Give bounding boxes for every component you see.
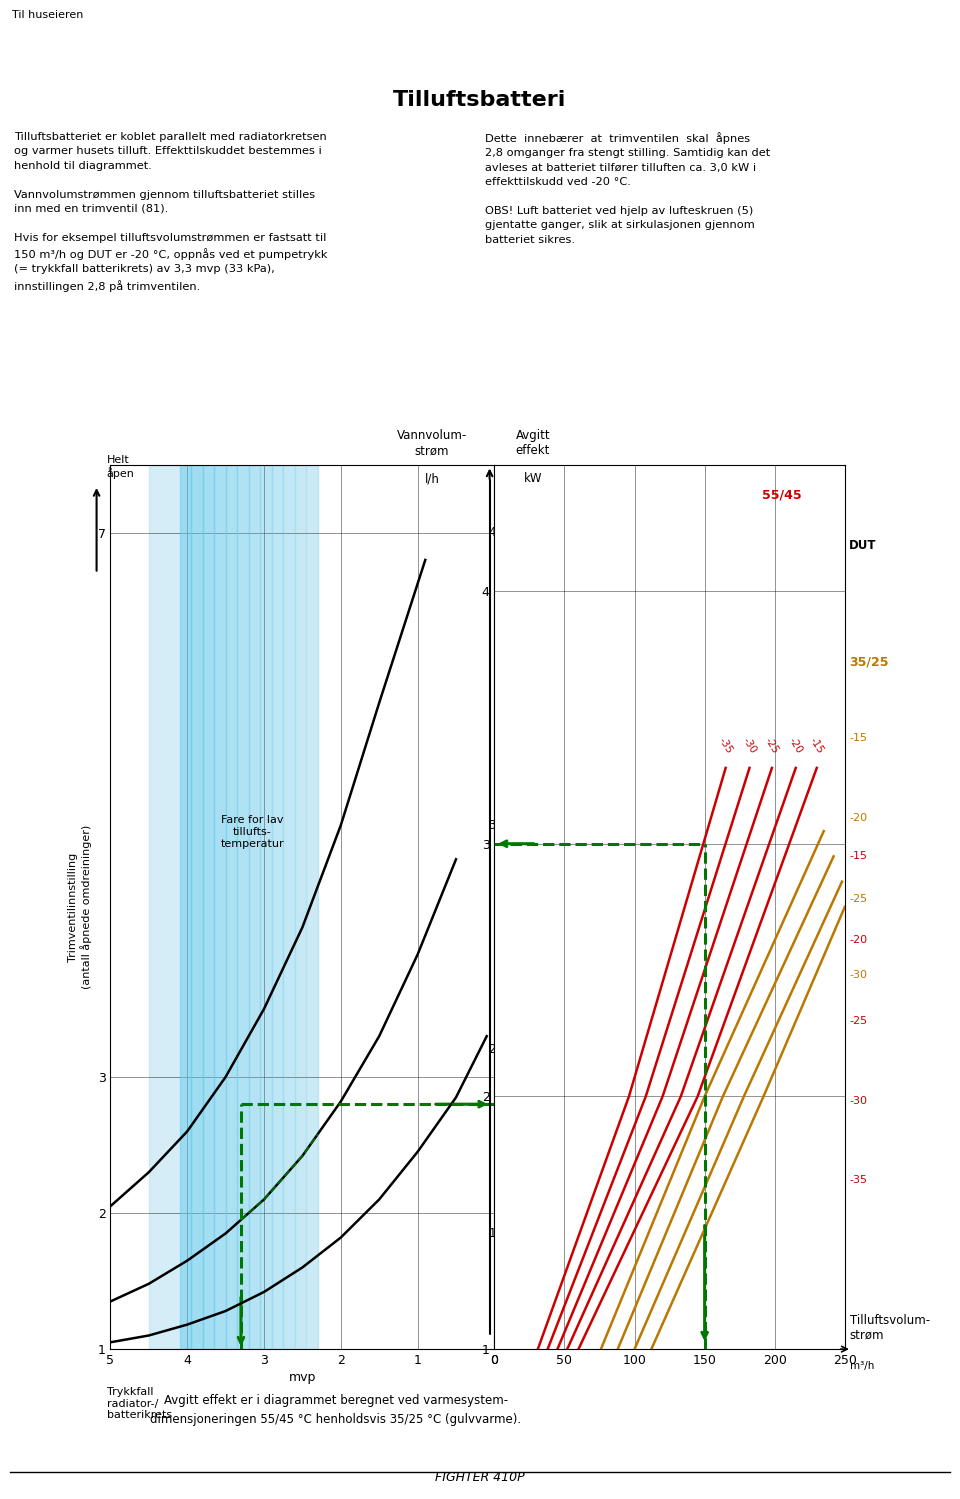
Text: 300: 300 [489,818,511,832]
Text: -15: -15 [808,736,826,755]
Bar [260,465,272,1349]
Bar [203,465,214,1349]
Text: -20: -20 [849,814,867,823]
Text: Helt
åpen: Helt åpen [107,456,134,480]
Bar [306,465,318,1349]
Text: DUT: DUT [849,540,876,552]
Bar [214,465,226,1349]
Text: Tilluftsbatteriet er koblet parallelt med radiatorkretsen
og varmer husets tillu: Tilluftsbatteriet er koblet parallelt me… [14,132,328,292]
Text: Tilluftsvolum-
strøm: Tilluftsvolum- strøm [850,1313,929,1342]
Text: -25: -25 [763,736,780,755]
Text: -20: -20 [787,736,804,755]
Bar [149,465,318,1349]
Bar [226,465,237,1349]
Text: -15: -15 [849,851,867,862]
Text: -35: -35 [717,736,734,755]
Text: 100: 100 [489,1228,511,1240]
Text: -30: -30 [741,736,758,755]
Text: Avgitt
effekt: Avgitt effekt [516,429,550,457]
Text: Avgitt effekt er i diagrammet beregnet ved varmesystem-
dimensjoneringen 55/45 °: Avgitt effekt er i diagrammet beregnet v… [151,1394,521,1426]
Bar [249,465,260,1349]
Text: Vannvolum-
strøm: Vannvolum- strøm [396,429,468,457]
Text: l/h: l/h [424,472,440,486]
Text: 400: 400 [489,526,511,540]
Text: -20: -20 [849,935,867,944]
Text: 200: 200 [489,1043,511,1057]
Text: Til huseieren: Til huseieren [12,10,83,21]
Text: FIGHTER 410P: FIGHTER 410P [435,1471,525,1484]
Text: Rørtilkobling: Rørtilkobling [404,24,625,54]
Bar [272,465,283,1349]
Text: m³/h: m³/h [850,1361,874,1372]
Text: Trykkfall
radiator-/
batterikrets: Trykkfall radiator-/ batterikrets [107,1387,172,1421]
Text: Tilluftsbatteri: Tilluftsbatteri [394,90,566,111]
Text: Dette  innebærer  at  trimventilen  skal  åpnes
2,8 omganger fra stengt stilling: Dette innebærer at trimventilen skal åpn… [485,132,770,244]
Text: -25: -25 [849,895,867,904]
X-axis label: mvp: mvp [289,1372,316,1384]
Y-axis label: Trimventilinnstilling
(antall åpnede omdreininger): Trimventilinnstilling (antall åpnede omd… [68,824,92,989]
Text: kW: kW [523,472,542,486]
Bar [191,465,203,1349]
Text: -30: -30 [849,1096,867,1106]
Text: 55/45: 55/45 [762,489,802,502]
Text: -30: -30 [849,970,867,980]
Text: -35: -35 [849,1175,867,1184]
Text: 14: 14 [13,27,49,51]
Bar [295,465,306,1349]
Text: -25: -25 [849,1016,867,1025]
Bar [283,465,295,1349]
Text: 35/25: 35/25 [849,655,889,669]
Bar [237,465,249,1349]
Bar [180,465,191,1349]
Text: -15: -15 [849,733,867,742]
Text: Fare for lav
tillufts-
temperatur: Fare for lav tillufts- temperatur [221,815,284,848]
